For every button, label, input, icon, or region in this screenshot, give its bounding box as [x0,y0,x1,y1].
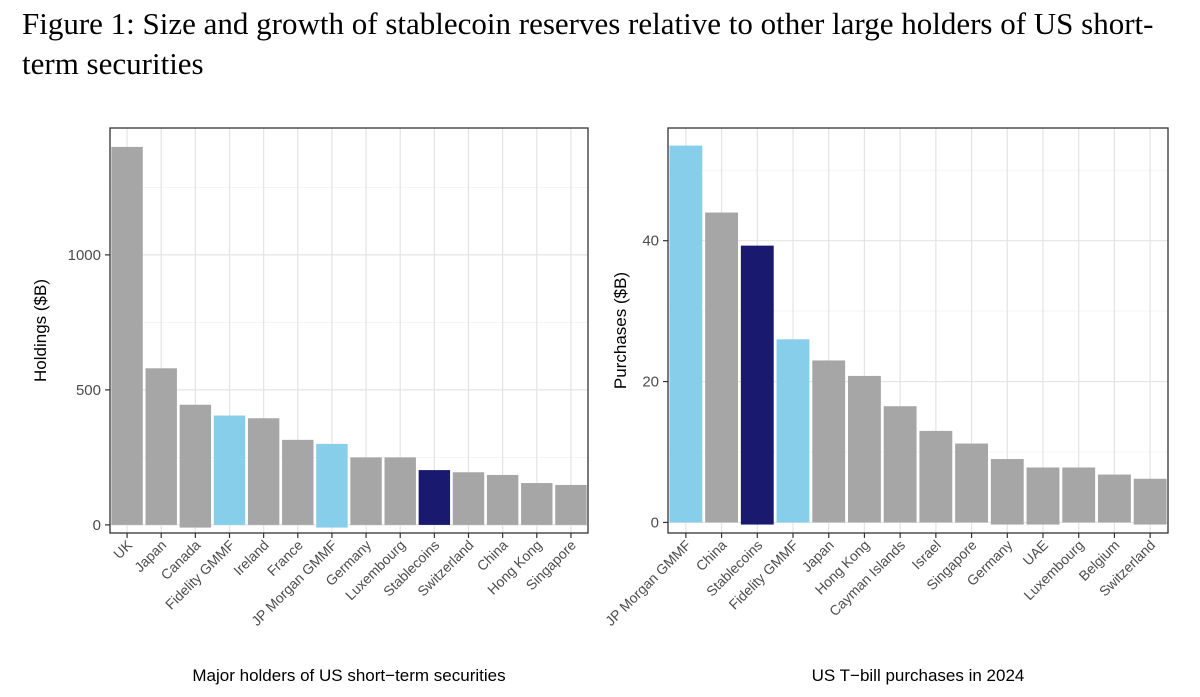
bar-france [282,439,314,525]
purchases-x-axis-title: US T−bill purchases in 2024 [812,666,1025,685]
bar-hong-kong [521,483,553,525]
purchases-y-axis-title: Purchases ($B) [611,272,630,389]
figure-title: Figure 1: Size and growth of stablecoin … [22,6,1154,81]
bar-israel [919,430,953,523]
purchases-y-tick-label: 40 [642,233,659,250]
purchases-y-tick-label: 0 [651,514,659,531]
bar-fidelity-gmmf [776,339,810,523]
bar-japan [145,368,177,525]
bar-canada [179,404,212,528]
bar-stablecoins [740,245,774,525]
x-tick-label-jp-morgan-gmmf: JP Morgan GMMF [602,537,694,629]
bar-jp-morgan-gmmf [669,145,703,523]
x-tick-label-uae: UAE [1019,537,1051,569]
bar-luxembourg [384,457,416,525]
bar-fidelity-gmmf [213,415,246,525]
holdings-x-axis-title: Major holders of US short−term securitie… [192,666,505,685]
bar-luxembourg [1062,467,1096,523]
bar-jp-morgan-gmmf [316,443,348,528]
bar-japan [812,360,846,523]
bar-uae [1026,467,1060,525]
bar-uk [111,146,143,525]
bar-china [705,212,738,523]
x-tick-label-uk: UK [110,536,136,562]
bar-hong-kong [848,375,881,523]
holdings-y-tick-label: 1000 [68,247,101,264]
bar-switzerland [452,472,485,525]
holdings-y-tick-label: 0 [93,517,101,534]
bar-cayman-islands [883,406,917,523]
bar-singapore [955,443,988,523]
bar-china [486,474,519,525]
holdings-panel-border [109,127,589,534]
bar-switzerland [1133,478,1167,525]
bar-belgium [1098,474,1131,523]
bar-stablecoins [418,470,451,525]
x-tick-label-ireland: Ireland [230,537,272,579]
bar-germany [350,457,382,525]
purchases-panel-border [667,127,1169,534]
purchases-y-tick-label: 20 [642,374,659,391]
bar-singapore [555,484,587,525]
holdings-y-axis-title: Holdings ($B) [31,279,50,382]
bar-ireland [247,418,280,525]
bar-germany [990,459,1024,525]
holdings-y-tick-label: 500 [76,382,101,399]
